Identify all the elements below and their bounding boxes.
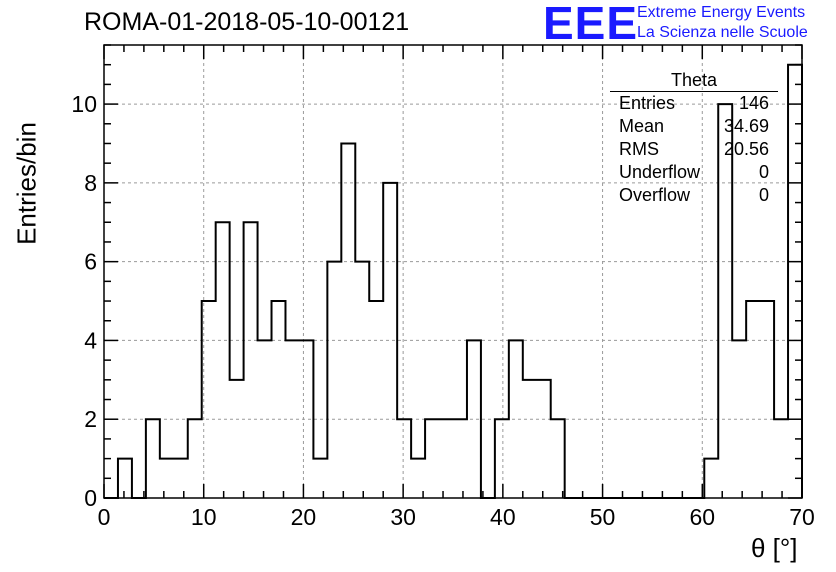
y-tick-label: 0 bbox=[84, 485, 97, 511]
y-tick-label: 10 bbox=[71, 91, 97, 117]
y-tick-label: 8 bbox=[84, 170, 97, 196]
stats-key: Overflow bbox=[619, 185, 691, 205]
stats-key: Mean bbox=[619, 116, 665, 136]
stats-value: 0 bbox=[758, 185, 769, 205]
histogram-bin bbox=[341, 143, 355, 498]
x-tick-label: 30 bbox=[390, 504, 416, 530]
histogram-bin bbox=[188, 419, 202, 498]
y-tick-label: 2 bbox=[84, 406, 97, 432]
histogram-bin bbox=[299, 340, 313, 498]
y-tick-label: 4 bbox=[84, 327, 97, 353]
histogram-bin bbox=[258, 340, 272, 498]
histogram-bin bbox=[202, 301, 216, 498]
histogram-bin bbox=[174, 459, 188, 498]
x-tick-label: 50 bbox=[590, 504, 616, 530]
histogram-bin bbox=[523, 380, 537, 498]
x-tick-label: 20 bbox=[291, 504, 317, 530]
histogram-bin bbox=[355, 262, 369, 498]
histogram-bin bbox=[230, 380, 244, 498]
x-tick-label: 70 bbox=[789, 504, 815, 530]
histogram-bin bbox=[537, 380, 551, 498]
axes-frame bbox=[103, 44, 803, 499]
stats-row-entries: Entries 146 bbox=[610, 92, 778, 115]
histogram-bin bbox=[369, 301, 383, 498]
histogram-bin bbox=[551, 419, 565, 498]
histogram-bin bbox=[509, 340, 523, 498]
histogram-bin bbox=[774, 419, 788, 498]
stats-box: Theta Entries 146 Mean 34.69 RMS 20.56 U… bbox=[610, 70, 778, 207]
stats-key: Entries bbox=[619, 93, 676, 113]
stats-row-overflow: Overflow 0 bbox=[610, 184, 778, 207]
y-axis-label: Entries/bin bbox=[11, 122, 42, 245]
y-tick-label: 6 bbox=[84, 249, 97, 275]
stats-row-rms: RMS 20.56 bbox=[610, 138, 778, 161]
histogram-bin bbox=[216, 222, 230, 498]
histogram-bin bbox=[327, 262, 341, 498]
x-axis-label: θ [°] bbox=[751, 533, 798, 563]
plot-frame bbox=[103, 44, 803, 499]
histogram-bin bbox=[146, 419, 160, 498]
logo-subtitle-2: La Scienza nelle Scuole bbox=[637, 24, 808, 41]
x-tick-label: 60 bbox=[689, 504, 715, 530]
stats-value: 0 bbox=[758, 162, 769, 182]
stats-value: 146 bbox=[738, 93, 769, 113]
stats-key: RMS bbox=[619, 139, 659, 159]
stats-title: Theta bbox=[610, 70, 778, 92]
x-tick-label: 40 bbox=[490, 504, 516, 530]
y-axis-label-wrap: Entries/bin bbox=[4, 112, 44, 252]
histogram-bin bbox=[397, 419, 411, 498]
x-tick-label: 10 bbox=[191, 504, 217, 530]
histogram-bin bbox=[244, 222, 258, 498]
histogram-bin bbox=[495, 419, 509, 498]
histogram-bin bbox=[383, 183, 397, 498]
histogram-bin bbox=[160, 459, 174, 498]
histogram-bin bbox=[746, 301, 760, 498]
histogram-bin bbox=[760, 301, 774, 498]
stats-row-underflow: Underflow 0 bbox=[610, 161, 778, 184]
x-tick-label: 0 bbox=[98, 504, 111, 530]
histogram-bin bbox=[313, 459, 327, 498]
histogram-bin bbox=[439, 419, 453, 498]
histogram-bin bbox=[285, 340, 299, 498]
run-title: ROMA-01-2018-05-10-00121 bbox=[84, 8, 410, 36]
stats-row-mean: Mean 34.69 bbox=[610, 115, 778, 138]
y-axis-ticks: 0 2 4 6 8 10 bbox=[71, 44, 802, 511]
x-axis-ticks: 0 10 20 30 40 50 60 70 bbox=[98, 45, 815, 530]
stats-value: 34.69 bbox=[723, 116, 769, 136]
histogram-bin bbox=[272, 301, 286, 498]
stats-value: 20.56 bbox=[723, 139, 769, 159]
histogram-bin bbox=[118, 459, 132, 498]
eee-logo-mark: EEE bbox=[543, 0, 639, 49]
logo-subtitle-1: Extreme Energy Events bbox=[637, 4, 806, 21]
histogram-bin bbox=[467, 340, 481, 498]
stats-key: Underflow bbox=[619, 162, 701, 182]
eee-logo: EEE Extreme Energy Events La Scienza nel… bbox=[541, 0, 836, 49]
histogram-bin bbox=[453, 419, 467, 498]
histogram-bin bbox=[704, 459, 718, 498]
histogram-bin bbox=[732, 340, 746, 498]
histogram-bin bbox=[425, 419, 439, 498]
